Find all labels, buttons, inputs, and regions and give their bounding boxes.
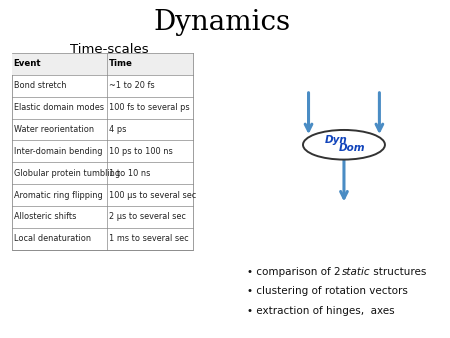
Text: structures: structures	[370, 267, 427, 277]
Text: 10 ps to 100 ns: 10 ps to 100 ns	[109, 147, 172, 156]
Ellipse shape	[303, 130, 385, 160]
Text: Time: Time	[109, 59, 133, 68]
Text: static: static	[342, 267, 370, 277]
Text: 1 to 10 ns: 1 to 10 ns	[109, 169, 150, 178]
Text: Dynamics: Dynamics	[153, 9, 291, 36]
Bar	[12, 53, 193, 75]
Text: Event: Event	[14, 59, 41, 68]
Text: 100 fs to several ps: 100 fs to several ps	[109, 103, 189, 112]
Text: Inter-domain bending: Inter-domain bending	[14, 147, 102, 156]
Text: Globular protein tumbling: Globular protein tumbling	[14, 169, 120, 178]
Text: Bond stretch: Bond stretch	[14, 81, 66, 90]
Text: Time-scales: Time-scales	[70, 43, 148, 56]
Text: Aromatic ring flipping: Aromatic ring flipping	[14, 191, 102, 199]
Text: Local denaturation: Local denaturation	[14, 234, 90, 243]
Text: ~1 to 20 fs: ~1 to 20 fs	[109, 81, 154, 90]
Text: Water reorientation: Water reorientation	[14, 125, 94, 134]
Text: 100 μs to several sec: 100 μs to several sec	[109, 191, 196, 199]
Text: Allosteric shifts: Allosteric shifts	[14, 213, 76, 221]
Text: 1 ms to several sec: 1 ms to several sec	[109, 234, 189, 243]
Text: 2 μs to several sec: 2 μs to several sec	[109, 213, 186, 221]
Bar	[12, 53, 193, 250]
Text: • extraction of hinges,  axes: • extraction of hinges, axes	[247, 306, 394, 316]
Text: • clustering of rotation vectors: • clustering of rotation vectors	[247, 286, 407, 296]
Text: 4 ps: 4 ps	[109, 125, 126, 134]
Text: Dyn: Dyn	[324, 136, 347, 145]
Text: • comparison of 2: • comparison of 2	[247, 267, 343, 277]
Text: Elastic domain modes: Elastic domain modes	[14, 103, 104, 112]
Text: Dom: Dom	[339, 143, 365, 153]
